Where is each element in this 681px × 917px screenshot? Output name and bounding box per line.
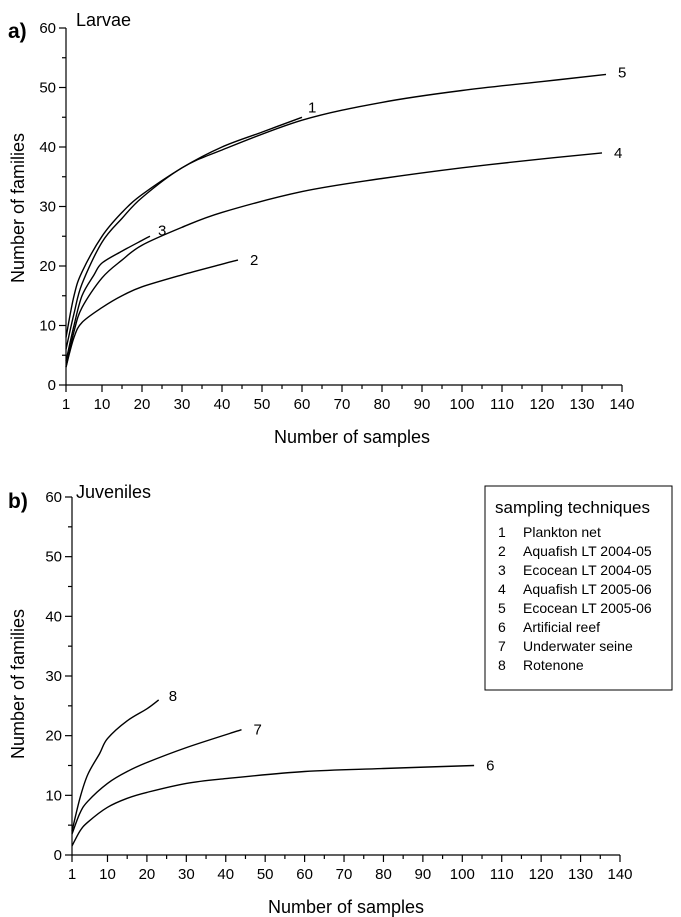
x-tick-label: 20	[134, 396, 151, 413]
legend-entry-number: 4	[498, 581, 506, 597]
legend-entry-number: 3	[498, 562, 506, 578]
x-tick-label: 140	[607, 866, 632, 883]
x-tick-label: 110	[490, 396, 514, 413]
y-tick-label: 10	[39, 318, 56, 335]
x-tick-label: 20	[139, 866, 156, 883]
y-tick-label: 50	[45, 549, 62, 566]
legend-entry-label: Ecocean LT 2005-06	[523, 600, 652, 616]
legend-title: sampling techniques	[495, 498, 650, 517]
x-tick-label: 100	[450, 866, 475, 883]
legend-entry-label: Rotenone	[523, 657, 584, 673]
x-tick-label: 30	[178, 866, 195, 883]
panel-a-title: Larvae	[76, 10, 131, 30]
legend: sampling techniques 1 Plankton net 2 Aquafi…	[484, 485, 673, 691]
panel-b-letter: b)	[8, 490, 28, 513]
x-tick-label: 40	[214, 396, 231, 413]
legend-entry-number: 7	[498, 638, 506, 654]
series-5-line	[65, 73, 607, 350]
y-tick-label: 50	[39, 80, 56, 97]
y-tick-label: 60	[39, 20, 56, 37]
legend-entry-label: Aquafish LT 2004-05	[523, 543, 652, 559]
legend-entry-number: 1	[498, 524, 506, 540]
x-tick-label: 120	[529, 396, 554, 413]
panel-a-curve-labels: 1 2 3 4 5	[158, 64, 626, 269]
y-tick-label: 60	[45, 489, 62, 506]
y-tick-label: 40	[45, 608, 62, 625]
series-6-label: 6	[486, 758, 494, 775]
y-tick-label: 30	[39, 199, 56, 216]
x-tick-label: 110	[490, 866, 514, 883]
y-tick-label: 20	[39, 258, 56, 275]
legend-entry-number: 2	[498, 543, 506, 559]
x-tick-label: 130	[568, 866, 593, 883]
series-8-label: 8	[169, 688, 177, 705]
panel-a-x-axis-title: Number of samples	[274, 427, 430, 447]
panel-a-letter: a)	[8, 20, 27, 43]
series-4-label: 4	[614, 145, 622, 162]
legend-entry-label: Ecocean LT 2004-05	[523, 562, 652, 578]
x-tick-label: 30	[174, 396, 191, 413]
x-tick-label: 60	[296, 866, 313, 883]
panel-b-y-axis-title: Number of families	[8, 609, 28, 759]
x-tick-label: 80	[374, 396, 391, 413]
x-tick-label: 40	[217, 866, 234, 883]
x-tick-label: 50	[257, 866, 274, 883]
legend-entry-label: Aquafish LT 2005-06	[523, 581, 652, 597]
x-tick-label: 70	[336, 866, 353, 883]
x-tick-label: 90	[414, 396, 431, 413]
y-tick-label: 20	[45, 728, 62, 745]
series-1-line	[65, 116, 303, 338]
x-tick-label: 140	[609, 396, 634, 413]
series-2-line	[65, 259, 239, 368]
x-tick-label: 90	[415, 866, 432, 883]
legend-entry-number: 8	[498, 657, 506, 673]
x-tick-label: 10	[94, 396, 111, 413]
x-tick-label: 1	[62, 396, 70, 413]
x-tick-label: 120	[529, 866, 554, 883]
y-tick-label: 10	[45, 787, 62, 804]
legend-entry-number: 6	[498, 619, 506, 635]
y-tick-label: 0	[48, 377, 56, 394]
series-1-label: 1	[308, 99, 316, 116]
panel-b-curves	[71, 699, 475, 847]
panel-b-curve-labels: 6 7 8	[169, 688, 495, 775]
legend-entries: 1 Plankton net 2 Aquafish LT 2004-05 3 Ecocea…	[498, 524, 652, 673]
series-5-label: 5	[618, 64, 626, 81]
series-8-line	[71, 699, 160, 832]
legend-entry-label: Plankton net	[523, 524, 601, 540]
series-2-label: 2	[250, 252, 258, 269]
panel-a: a) Larvae Number of samples Number of fa…	[8, 10, 635, 447]
series-7-label: 7	[254, 722, 262, 739]
y-tick-label: 40	[39, 139, 56, 156]
panel-a-y-axis-title: Number of families	[8, 133, 28, 283]
series-6-line	[71, 764, 475, 847]
series-4-line	[65, 152, 603, 368]
series-7-line	[71, 729, 242, 835]
x-tick-label: 10	[99, 866, 116, 883]
x-tick-label: 100	[449, 396, 474, 413]
x-tick-label: 130	[569, 396, 594, 413]
series-3-line	[65, 235, 151, 362]
series-3-label: 3	[158, 222, 166, 239]
legend-entry-label: Artificial reef	[523, 619, 600, 635]
x-tick-label: 50	[254, 396, 271, 413]
panel-b-title: Juveniles	[76, 482, 151, 502]
legend-entry-number: 5	[498, 600, 506, 616]
panel-a-curves	[65, 73, 607, 368]
legend-entry-label: Underwater seine	[523, 638, 633, 654]
y-tick-label: 30	[45, 668, 62, 685]
y-tick-label: 0	[54, 847, 62, 864]
x-tick-label: 1	[68, 866, 76, 883]
x-tick-label: 80	[375, 866, 392, 883]
x-tick-label: 60	[294, 396, 311, 413]
x-tick-label: 70	[334, 396, 351, 413]
panel-b-x-axis-title: Number of samples	[268, 897, 424, 917]
legend-box	[484, 485, 673, 691]
panel-b: b) Juveniles Number of samples Number of…	[8, 482, 673, 917]
